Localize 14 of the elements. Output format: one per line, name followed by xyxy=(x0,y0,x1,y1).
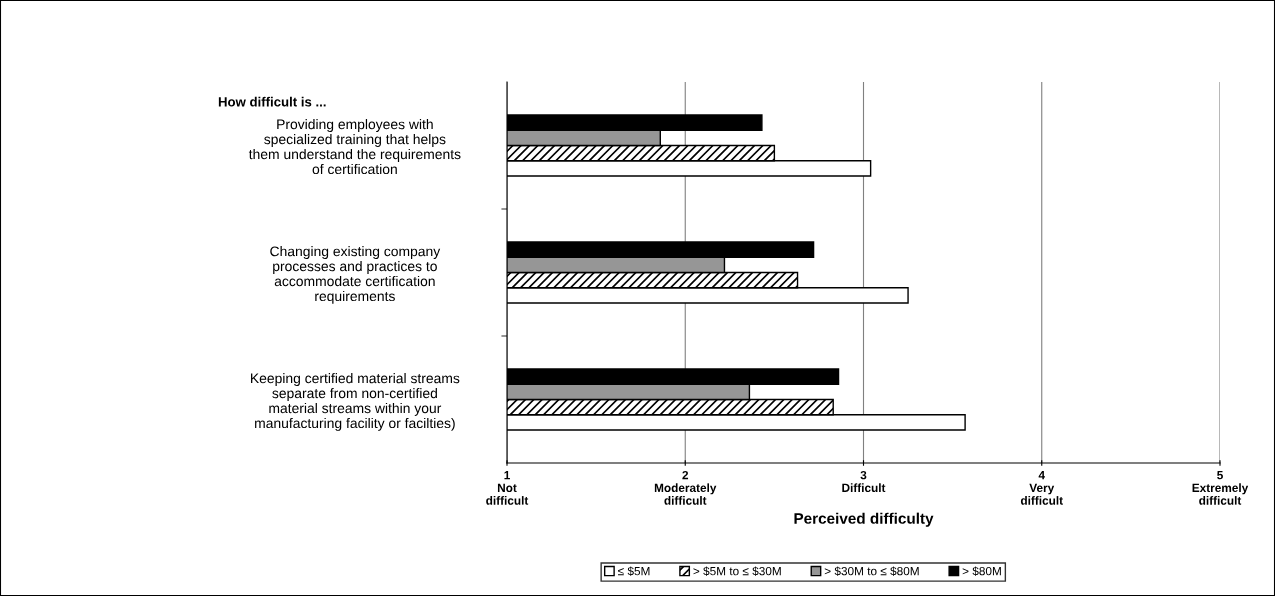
x-tick-label: 3 Difficult xyxy=(842,470,886,493)
y-tick-label: Providing employees with specialized training that helps them understand the requirements of certification xyxy=(248,119,461,175)
legend-label: ≤ $5M xyxy=(618,566,650,576)
x-tick-label: 1 Not difficult xyxy=(486,471,529,505)
legend-label: > $80M xyxy=(962,566,1001,576)
x-tick-label: 2 Moderately difficult xyxy=(654,470,717,505)
x-axis-title: Perceived difficulty xyxy=(794,512,934,527)
x-tick-label: 5 Extremely difficult xyxy=(1192,471,1249,505)
text: How difficult is ... xyxy=(218,96,326,107)
y-tick-label: Changing existing company processes and practices to accommodate certification requirements xyxy=(270,246,441,304)
legend-label: > $5M to ≤ $30M xyxy=(693,566,781,576)
x-tick-label: 4 Very difficult xyxy=(1020,471,1063,505)
y-tick-label: Keeping certified material streams separate from non-certified material streams within your manufacturing facility or facilties) xyxy=(251,373,460,431)
legend-label: > $30M to ≤ $80M xyxy=(824,566,919,576)
